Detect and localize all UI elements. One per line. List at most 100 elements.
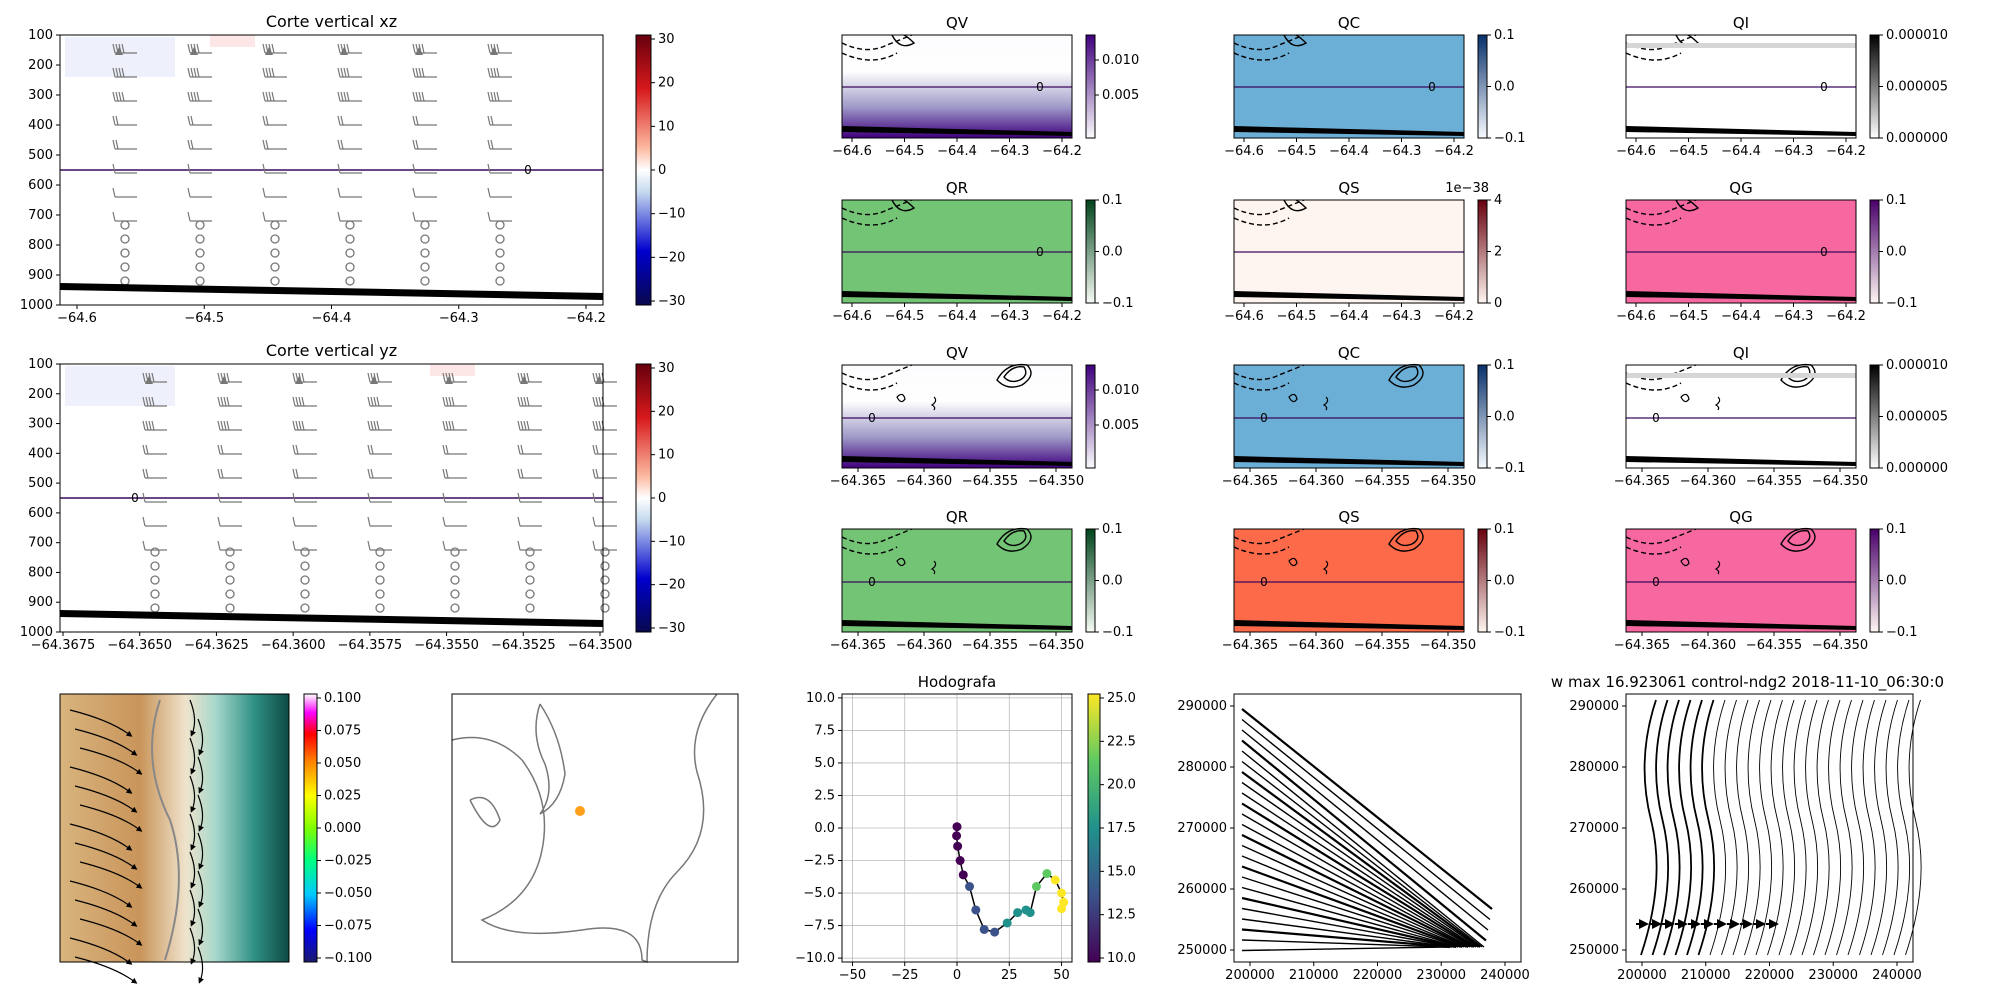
species-panel-2-qc-pos-contour (1283, 34, 1308, 47)
species-panel-3-qi: 0 QI 0.000010 0.000005 0.000000 (1625, 14, 1948, 146)
section-1-wind-barb-flag (112, 187, 116, 198)
streamline-panel-2-streamline (1721, 699, 1738, 956)
section-2-wind-barb-flag (445, 396, 449, 407)
species-panel-8-qc-xtick-label: −64.365 (1222, 474, 1278, 489)
section-1-calm-circle (345, 262, 355, 272)
section-2-zero-label: 0 (131, 491, 139, 505)
hodograph-xtick-label: 50 (1053, 968, 1070, 983)
species-panel-1-qv: 0 QV 0.010 0.005 (841, 14, 1139, 139)
species-panel-12-qg-pos-contour (1680, 557, 1690, 567)
species-panel-2-qc-terrain (1234, 126, 1464, 136)
species-panel-3-qi-xtick-label: −64.2 (1826, 144, 1866, 159)
section-2-wind-barb-flag (217, 444, 221, 455)
species-panel-10-qr-pos-contour (996, 527, 1032, 552)
map-divergence-colorbar-tick-label: 0.075 (324, 724, 361, 739)
section-1-wind-barb-flag (112, 67, 116, 78)
species-panel-10-qr-pos-contour (1003, 530, 1027, 547)
section-1-wind-barb-flag (493, 91, 497, 102)
section-2-wind-barb-flag (145, 444, 149, 455)
streamline-panel-2-streamline (1836, 699, 1853, 956)
section-1-wind-barb-flag (415, 115, 419, 126)
map-location-background (452, 694, 738, 962)
species-panel-12-qg-field (1626, 529, 1856, 632)
section-2-calm-circle (375, 603, 385, 613)
section-2-wind-barb-flag (595, 396, 599, 407)
section-1-wind-barb-flag (112, 91, 116, 102)
species-panel-11-qs-title: QS (1338, 508, 1359, 526)
streamline-panel-2-axes (1625, 693, 1914, 963)
species-panel-8-qc-colorbar-bar (1477, 364, 1488, 469)
section-2-wind-barb-flag (292, 516, 296, 527)
map-divergence-streamline (197, 908, 204, 946)
section-1-wind-barb-flag (265, 139, 269, 150)
species-panel-12-qg-xtick-label: −64.365 (1614, 638, 1670, 653)
section-2-wind-barb-flag (370, 420, 374, 431)
section-2-shading (65, 366, 175, 406)
section-1-wind-barb-flag (262, 115, 266, 126)
section-1-calm-circle (195, 234, 205, 244)
section-1-calm-circle (420, 262, 430, 272)
streamline-panel-1-streamline (1241, 946, 1447, 952)
species-panel-7-qv-pos-contour (996, 363, 1032, 388)
section-1-calm-circle (270, 248, 280, 258)
section-2-wind-barb-flag (142, 372, 146, 383)
section-2-wind-barb-flag (295, 468, 299, 479)
streamline-panel-1-streamline (1241, 928, 1451, 949)
species-panel-12-qg-colorbar-label: 0.1 (1886, 522, 1907, 537)
section-1-wind-barb-flag (487, 115, 491, 126)
species-panel-5-qs-title: QS (1338, 179, 1359, 197)
section-2-colorbar-tick-label: −30 (658, 621, 685, 636)
map-divergence-streamline (197, 870, 204, 908)
map-divergence-streamline (189, 775, 196, 813)
section-2-wind-barb-flag (592, 540, 596, 551)
species-panel-11-qs-neg-contour (1233, 546, 1290, 555)
section-1-wind-barb-flag (412, 139, 416, 150)
species-panel-5-qs-xtick-label: −64.2 (1434, 309, 1474, 324)
section-2-colorbar-tick-label: 0 (658, 491, 666, 506)
species-panel-5-qs-terrain (1234, 291, 1464, 301)
map-divergence-streamline (79, 747, 143, 775)
section-2-wind-barb-flag (295, 396, 299, 407)
species-panel-9-qi-neg-contour (1625, 364, 1697, 381)
section-2-calm-circle (525, 547, 535, 557)
hodograph-xtick-label: −50 (839, 968, 866, 983)
map-location-axes (451, 693, 739, 963)
species-panel-4-qr-xtick-label: −64.3 (990, 309, 1030, 324)
section-2-wind-barb-flag (520, 420, 524, 431)
section-2-calm-circle (375, 561, 385, 571)
species-panel-4-qr-colorbar-bar (1085, 199, 1096, 304)
section-1-wind-barb-flag (337, 91, 341, 102)
map-divergence-streamline (69, 709, 133, 737)
hodograph-point (1025, 908, 1035, 918)
hodograph-point (971, 905, 981, 915)
section-1-calm-circle (495, 248, 505, 258)
streamline-panel-1-streamline (1241, 918, 1453, 948)
streamline-panel-2-streamline (1686, 699, 1704, 956)
section-1-wind-barb-flag (337, 67, 341, 78)
species-panel-2-qc-zero-label: 0 (1428, 80, 1436, 94)
section-1-wind-barb-flag (487, 211, 491, 222)
species-panel-11-qs-axes (1233, 528, 1465, 633)
section-2-calm-circle (600, 575, 610, 585)
streamline-panel-2-ytick-label: 290000 (1569, 699, 1619, 714)
section-1-colorbar-tick-label: 0 (658, 163, 666, 178)
section-1-wind-barb-flag (487, 67, 491, 78)
streamline-panel-2-xtick-label: 210000 (1681, 968, 1731, 983)
section-1-calm-circle (420, 220, 430, 230)
section-2-calm-circle (450, 575, 460, 585)
section-2-wind-barb-flag (442, 540, 446, 551)
section-1-wind-barb-flag (415, 91, 419, 102)
section-2-calm-circle (375, 589, 385, 599)
section-1-xtick-label: −64.3 (439, 311, 479, 326)
species-panel-10-qr-colorbar-label: 0.0 (1102, 574, 1123, 589)
species-panel-6-qg-xtick-label: −64.2 (1826, 309, 1866, 324)
species-panel-10-qr-pos-contour (930, 560, 937, 575)
section-1-wind-barb-flag (340, 67, 344, 78)
species-panel-12-qg-axes (1625, 528, 1857, 633)
species-panel-4-qr-terrain (842, 291, 1072, 301)
species-panel-7-qv-colorbar-bar (1085, 364, 1096, 469)
species-panel-8-qc-title: QC (1338, 344, 1360, 362)
species-panel-12-qg-xtick-label: −64.355 (1746, 638, 1802, 653)
species-panel-5-qs-xtick-label: −64.4 (1329, 309, 1369, 324)
species-panel-11-qs-pos-contour (1388, 527, 1424, 552)
